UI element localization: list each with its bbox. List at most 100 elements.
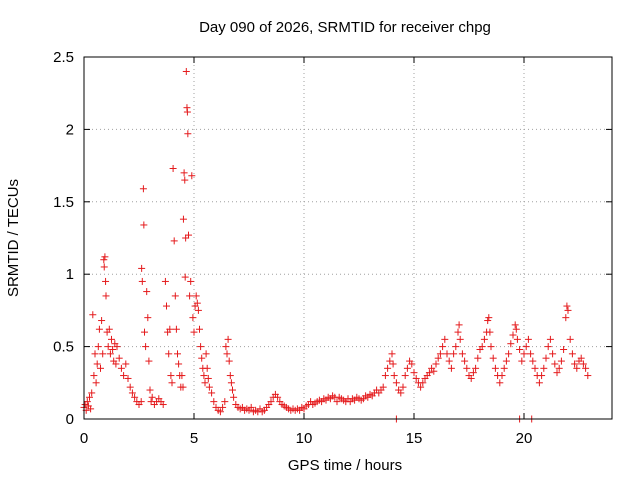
data-point	[443, 350, 451, 358]
data-point	[92, 379, 100, 387]
data-point	[163, 302, 170, 310]
data-point	[408, 360, 416, 368]
data-point	[131, 393, 139, 401]
data-point	[122, 360, 130, 368]
data-point	[230, 393, 238, 401]
data-point	[227, 379, 235, 387]
data-point	[524, 335, 532, 343]
x-tick-label: 5	[190, 430, 198, 447]
data-point	[527, 350, 535, 358]
data-point	[86, 393, 93, 401]
data-point	[469, 369, 477, 377]
data-point	[507, 340, 515, 348]
data-point	[389, 360, 397, 368]
data-point	[485, 314, 493, 322]
data-point	[388, 350, 396, 358]
data-point	[181, 273, 189, 281]
data-point	[87, 405, 95, 413]
data-point	[221, 398, 229, 406]
data-point	[432, 360, 440, 368]
plot-frame	[83, 56, 613, 420]
data-point	[100, 256, 108, 264]
data-point	[89, 311, 97, 319]
data-point	[165, 350, 173, 358]
data-point	[522, 343, 530, 351]
data-point	[417, 383, 425, 391]
data-point	[571, 360, 579, 368]
data-point	[159, 401, 167, 409]
data-point	[208, 389, 216, 397]
data-point	[104, 343, 112, 351]
data-point	[384, 364, 392, 372]
data-point	[582, 364, 590, 372]
data-point	[549, 350, 557, 358]
data-point	[83, 398, 91, 406]
data-point	[267, 398, 275, 406]
data-point	[222, 343, 230, 351]
data-point	[511, 321, 519, 329]
data-point	[247, 403, 255, 411]
data-point	[496, 379, 504, 387]
x-axis-label: GPS time / hours	[288, 457, 402, 474]
data-point	[210, 398, 218, 406]
data-point	[502, 357, 510, 365]
data-point	[90, 372, 98, 380]
data-point	[474, 354, 482, 362]
data-point	[193, 299, 201, 307]
data-point	[445, 357, 453, 365]
data-point	[197, 343, 205, 351]
data-point	[140, 221, 148, 229]
data-point	[573, 364, 581, 372]
data-point	[441, 335, 449, 343]
data-point	[109, 345, 117, 353]
y-tick-label: 0	[66, 411, 74, 428]
data-point	[529, 357, 537, 365]
data-point	[174, 350, 181, 358]
data-point	[112, 360, 120, 368]
data-point	[436, 350, 444, 358]
data-point	[544, 343, 552, 351]
data-point	[463, 364, 471, 372]
data-point	[518, 357, 526, 365]
data-point	[94, 343, 102, 351]
data-point	[138, 277, 146, 285]
data-point	[392, 379, 400, 387]
data-point	[399, 383, 407, 391]
data-point	[142, 343, 150, 351]
data-point	[500, 364, 508, 372]
data-point	[513, 335, 521, 343]
data-point	[102, 277, 110, 285]
data-point	[190, 328, 198, 336]
chart-title: Day 090 of 2026, SRMTID for receiver chp…	[199, 19, 491, 36]
data-point	[579, 360, 587, 368]
data-point	[196, 325, 203, 333]
data-point	[512, 325, 520, 333]
data-point	[535, 379, 543, 387]
data-point	[551, 360, 559, 368]
data-point	[419, 379, 427, 387]
data-point	[425, 369, 433, 377]
data-point	[102, 292, 110, 300]
data-point	[117, 364, 125, 372]
data-point	[99, 350, 107, 358]
data-point	[101, 253, 109, 261]
data-point	[480, 335, 488, 343]
data-point	[564, 306, 572, 314]
data-point	[219, 403, 227, 411]
data-point	[170, 237, 178, 245]
data-point	[194, 306, 202, 314]
data-point	[461, 357, 469, 365]
data-point	[124, 374, 132, 382]
data-point	[430, 367, 438, 375]
data-point	[458, 350, 466, 358]
data-point	[182, 234, 190, 242]
data-point	[115, 354, 123, 362]
data-point	[401, 372, 409, 380]
data-point	[456, 335, 464, 343]
data-point	[498, 372, 506, 380]
data-point	[105, 325, 113, 333]
data-point	[478, 343, 486, 351]
data-point	[555, 364, 563, 372]
data-point	[93, 360, 101, 368]
